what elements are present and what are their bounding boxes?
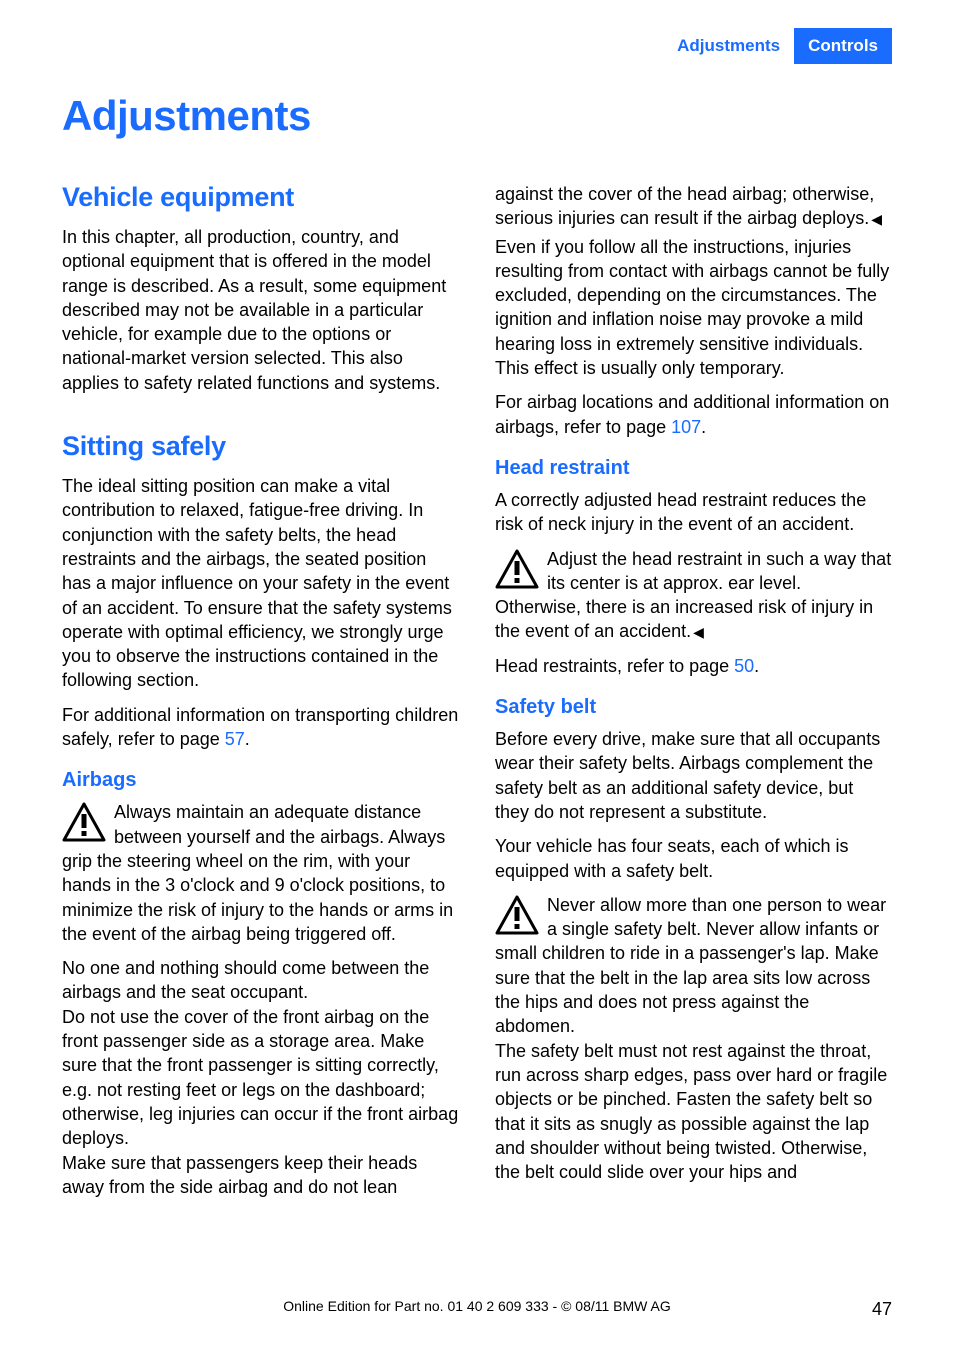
end-marker-icon [691, 621, 704, 641]
airbags-body-2: No one and nothing should come between t… [62, 956, 459, 1005]
airbags-continued-1: against the cover of the head airbag; ot… [495, 182, 892, 231]
heading-sitting-safely: Sitting safely [62, 431, 459, 462]
page-number: 47 [872, 1299, 892, 1320]
text-fragment: Head restraints, refer to page [495, 656, 734, 676]
vehicle-equipment-body: In this chapter, all production, country… [62, 225, 459, 395]
column-right: against the cover of the head airbag; ot… [495, 182, 892, 1209]
safety-belt-warning-text: Never allow more than one person to wear… [495, 895, 886, 1036]
content-columns: Vehicle equipment In this chapter, all p… [62, 182, 892, 1209]
head-restraint-body-2: Head restraints, refer to page 50. [495, 654, 892, 678]
warning-icon [62, 802, 106, 842]
safety-belt-warning: Never allow more than one person to wear… [495, 893, 892, 1039]
page-link-50[interactable]: 50 [734, 656, 754, 676]
airbags-warning-text: Always maintain an adequate distance bet… [62, 802, 453, 943]
footer-text: Online Edition for Part no. 01 40 2 609 … [0, 1298, 954, 1314]
heading-safety-belt: Safety belt [495, 696, 892, 719]
page-link-57[interactable]: 57 [225, 729, 245, 749]
airbags-warning: Always maintain an adequate distance bet… [62, 800, 459, 946]
heading-vehicle-equipment: Vehicle equipment [62, 182, 459, 213]
head-restraint-body-1: A correctly adjusted head restraint redu… [495, 488, 892, 537]
end-marker-icon [869, 208, 882, 228]
page-link-107[interactable]: 107 [671, 417, 701, 437]
spacer [62, 405, 459, 431]
airbags-continued-2: Even if you follow all the instructions,… [495, 235, 892, 381]
text-fragment: . [701, 417, 706, 437]
text-fragment: For additional information on transporti… [62, 705, 458, 749]
warning-icon [495, 549, 539, 589]
safety-belt-body-2: Your vehicle has four seats, each of whi… [495, 834, 892, 883]
text-fragment: . [245, 729, 250, 749]
head-restraint-warning: Adjust the head restraint in such a way … [495, 547, 892, 644]
heading-head-restraint: Head restraint [495, 457, 892, 480]
column-left: Vehicle equipment In this chapter, all p… [62, 182, 459, 1209]
safety-belt-body-1: Before every drive, make sure that all o… [495, 727, 892, 824]
page-title: Adjustments [62, 92, 892, 140]
warning-icon [495, 895, 539, 935]
airbags-continued-3: For airbag locations and additional info… [495, 390, 892, 439]
airbags-body-3: Do not use the cover of the front airbag… [62, 1005, 459, 1151]
sitting-safely-body-2: For additional information on transporti… [62, 703, 459, 752]
tab-adjustments: Adjustments [663, 28, 794, 64]
text-fragment: . [754, 656, 759, 676]
header-tabs: Adjustments Controls [62, 28, 892, 64]
text-fragment: against the cover of the head airbag; ot… [495, 184, 874, 228]
sitting-safely-body-1: The ideal sitting position can make a vi… [62, 474, 459, 693]
safety-belt-body-3: The safety belt must not rest against th… [495, 1039, 892, 1185]
heading-airbags: Airbags [62, 769, 459, 792]
tab-controls: Controls [794, 28, 892, 64]
page-container: Adjustments Controls Adjustments Vehicle… [0, 0, 954, 1352]
airbags-body-4: Make sure that passengers keep their hea… [62, 1151, 459, 1200]
